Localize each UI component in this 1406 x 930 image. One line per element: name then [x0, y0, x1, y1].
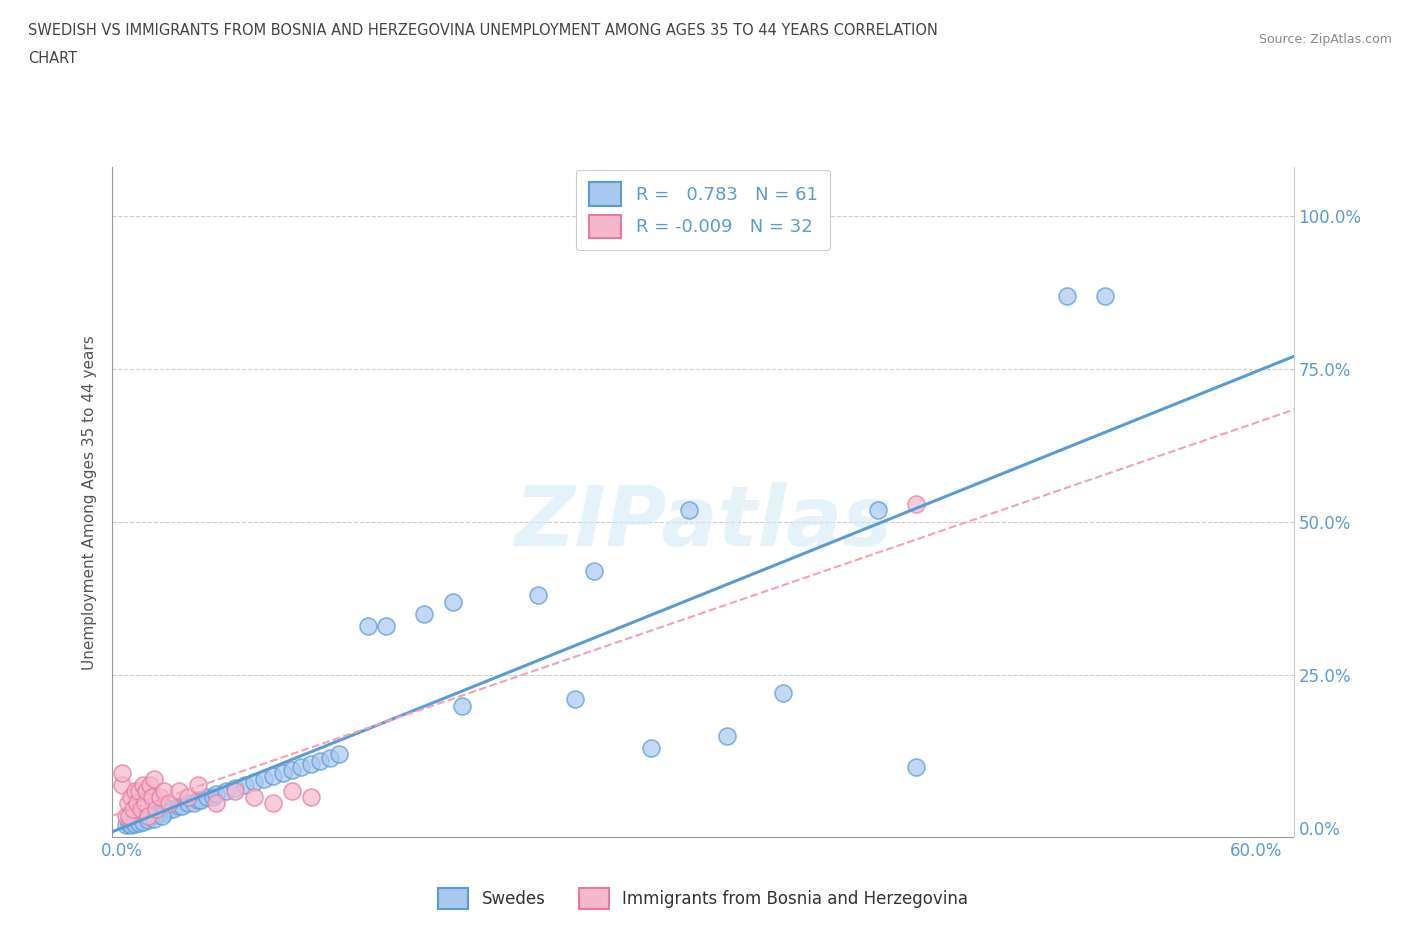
Point	[120, 790, 142, 804]
Point	[243, 790, 266, 804]
Y-axis label: Unemployment Among Ages 35 to 44 years: Unemployment Among Ages 35 to 44 years	[82, 335, 97, 670]
Point	[111, 777, 134, 792]
Point	[904, 497, 927, 512]
Point	[118, 808, 141, 823]
Point	[678, 502, 700, 517]
Point	[309, 753, 332, 768]
Point	[243, 775, 266, 790]
Point	[132, 777, 155, 792]
Point	[122, 802, 145, 817]
Point	[138, 813, 160, 828]
Point	[150, 808, 173, 823]
Point	[143, 811, 166, 826]
Point	[195, 790, 218, 804]
Point	[186, 777, 208, 792]
Point	[143, 772, 166, 787]
Point	[128, 784, 150, 799]
Point	[441, 594, 464, 609]
Point	[583, 564, 606, 578]
Text: ZIPatlas: ZIPatlas	[515, 482, 891, 563]
Point	[224, 780, 246, 795]
Point	[128, 813, 150, 828]
Point	[124, 784, 146, 799]
Point	[124, 815, 146, 830]
Point	[167, 799, 190, 814]
Point	[157, 796, 180, 811]
Point	[125, 815, 148, 830]
Point	[114, 808, 136, 823]
Point	[262, 768, 284, 783]
Point	[356, 618, 378, 633]
Point	[866, 502, 889, 517]
Point	[128, 816, 150, 830]
Point	[117, 796, 139, 811]
Point	[139, 808, 162, 823]
Point	[564, 692, 586, 707]
Point	[162, 802, 184, 817]
Text: SWEDISH VS IMMIGRANTS FROM BOSNIA AND HERZEGOVINA UNEMPLOYMENT AMONG AGES 35 TO : SWEDISH VS IMMIGRANTS FROM BOSNIA AND HE…	[28, 23, 938, 38]
Point	[129, 811, 152, 826]
Point	[152, 784, 174, 799]
Point	[114, 817, 136, 832]
Point	[904, 759, 927, 774]
Point	[132, 815, 155, 830]
Point	[1094, 288, 1116, 303]
Point	[224, 784, 246, 799]
Point	[152, 805, 174, 820]
Point	[167, 784, 190, 799]
Point	[141, 790, 163, 804]
Point	[149, 805, 172, 820]
Point	[134, 811, 156, 826]
Point	[526, 588, 548, 603]
Point	[135, 809, 157, 824]
Point	[125, 796, 148, 811]
Legend: Swedes, Immigrants from Bosnia and Herzegovina: Swedes, Immigrants from Bosnia and Herze…	[432, 881, 974, 916]
Point	[122, 816, 145, 830]
Point	[328, 747, 350, 762]
Point	[149, 790, 172, 804]
Point	[141, 808, 163, 823]
Point	[271, 765, 294, 780]
Point	[319, 751, 342, 765]
Point	[205, 787, 228, 802]
Point	[281, 784, 304, 799]
Point	[190, 793, 212, 808]
Point	[253, 772, 276, 787]
Point	[640, 741, 662, 756]
Text: Source: ZipAtlas.com: Source: ZipAtlas.com	[1258, 33, 1392, 46]
Point	[375, 618, 398, 633]
Point	[111, 765, 134, 780]
Point	[177, 790, 200, 804]
Point	[145, 807, 167, 822]
Point	[290, 759, 312, 774]
Point	[120, 817, 142, 832]
Point	[451, 698, 474, 713]
Point	[262, 796, 284, 811]
Point	[299, 756, 322, 771]
Point	[186, 793, 208, 808]
Point	[124, 817, 146, 831]
Point	[205, 796, 228, 811]
Point	[281, 763, 304, 777]
Point	[413, 606, 436, 621]
Point	[299, 790, 322, 804]
Point	[157, 802, 180, 817]
Point	[129, 802, 152, 817]
Point	[139, 777, 162, 792]
Point	[1056, 288, 1078, 303]
Point	[118, 817, 141, 831]
Point	[177, 796, 200, 811]
Point	[172, 799, 194, 814]
Point	[215, 784, 238, 799]
Point	[233, 777, 256, 792]
Point	[716, 729, 738, 744]
Point	[145, 802, 167, 817]
Point	[772, 685, 794, 700]
Point	[134, 796, 156, 811]
Point	[135, 784, 157, 799]
Point	[183, 796, 205, 811]
Text: CHART: CHART	[28, 51, 77, 66]
Point	[138, 808, 160, 823]
Point	[201, 790, 224, 804]
